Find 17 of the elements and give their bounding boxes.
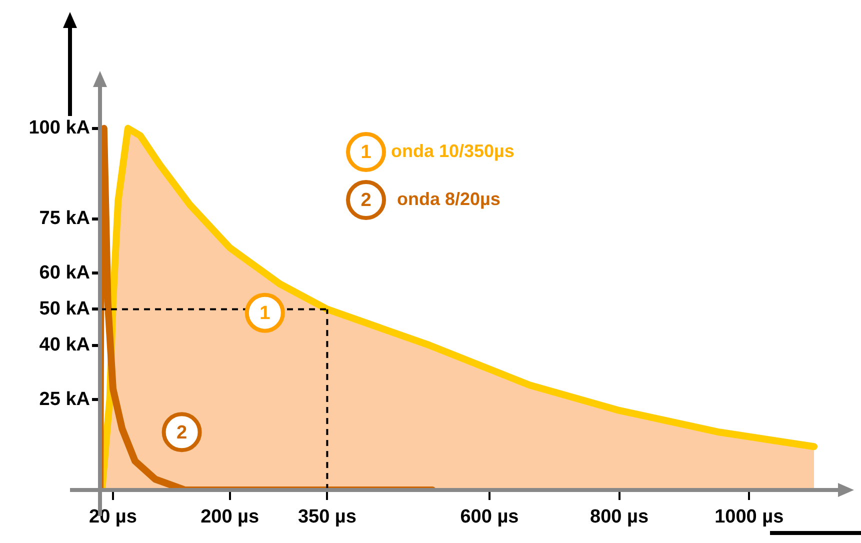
y-tick-label: 40 kA	[39, 334, 90, 356]
legend-label: onda 8/20µs	[397, 188, 500, 209]
x-tick-label: 1000 µs	[714, 506, 784, 528]
y-tick-label: 75 kA	[39, 208, 90, 230]
y-tick-label: 60 kA	[39, 262, 90, 284]
annotation: 1	[260, 303, 271, 324]
y-tick-label: 25 kA	[39, 388, 90, 410]
annotation: 2	[176, 422, 188, 444]
x-tick-label: 350 µs	[298, 506, 356, 528]
y-tick-label: 100 kA	[28, 118, 90, 139]
x-tick-label: 600 µs	[460, 506, 519, 528]
annotation: 1	[360, 142, 372, 164]
text: onda 10/350µs	[391, 140, 514, 161]
x-tick-label: 200 µs	[200, 506, 260, 528]
x-tick-label: 800 µs	[590, 506, 649, 528]
annotation: 2	[360, 190, 372, 212]
y-tick-label: 50 kA	[39, 298, 90, 320]
